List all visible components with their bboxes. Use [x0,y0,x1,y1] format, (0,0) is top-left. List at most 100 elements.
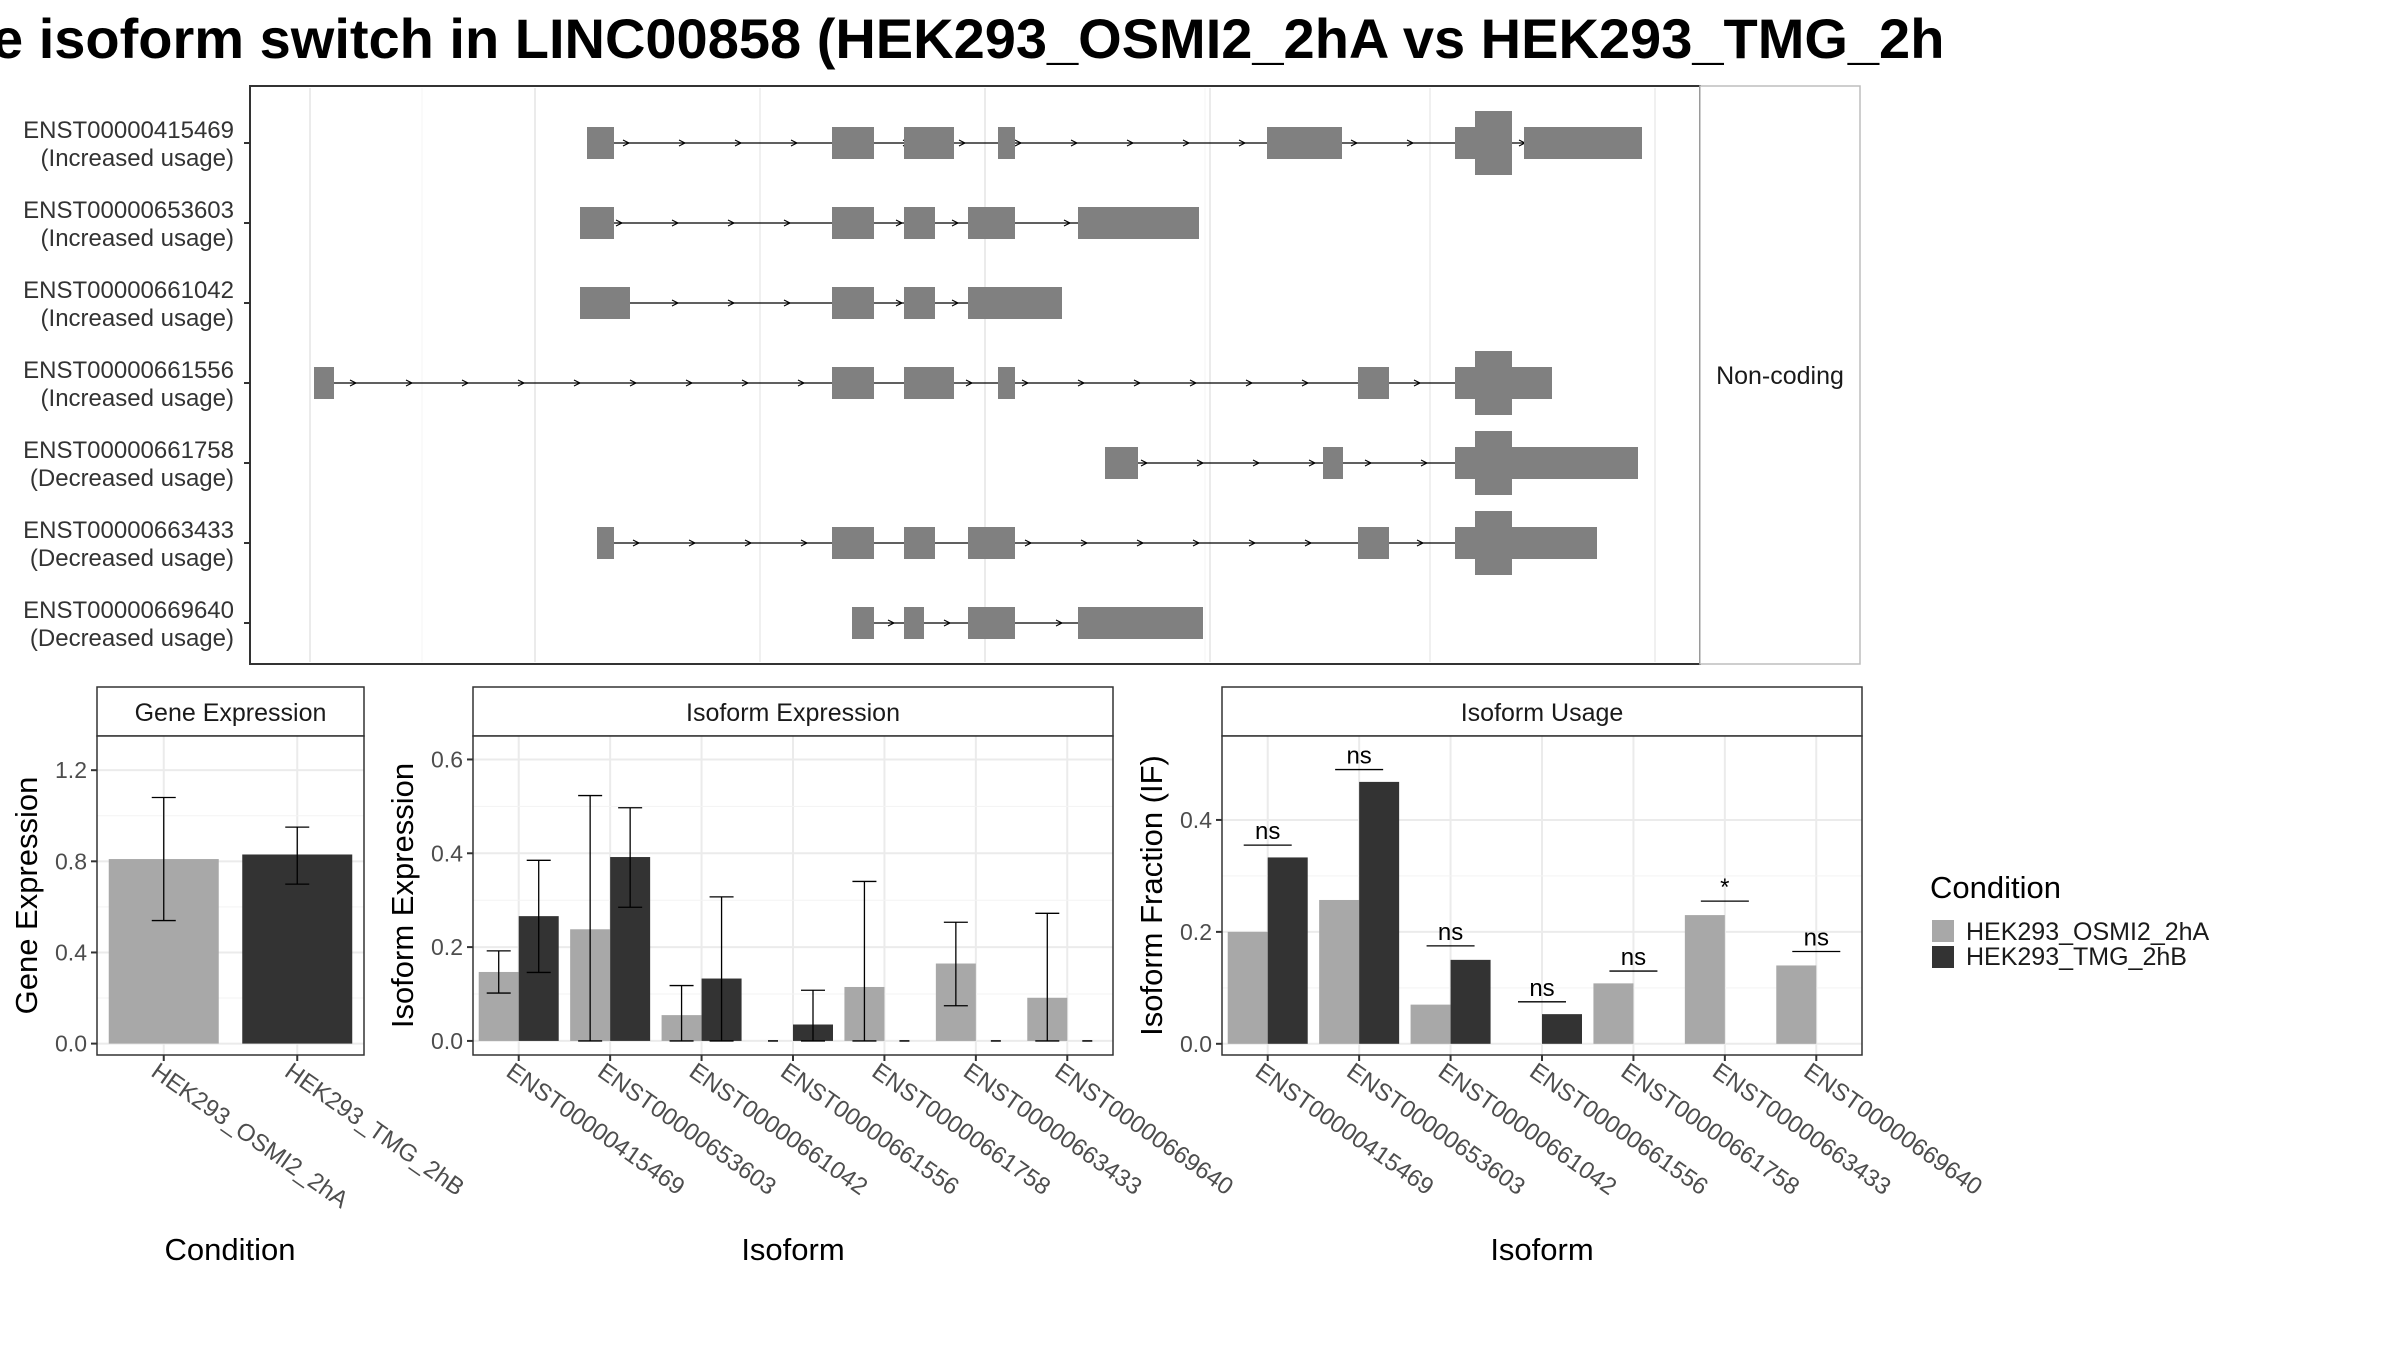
y-tick-label: 1.2 [55,757,87,783]
direction-chevron [727,219,736,227]
bar-cond1 [1776,965,1817,1044]
direction-chevron [895,299,904,307]
direction-chevron [1308,459,1317,467]
bar-cond1 [1227,931,1268,1044]
exon-block [587,127,614,159]
exon-block [1524,127,1642,159]
exon-block [580,287,630,319]
exon-block [904,127,954,159]
significance-label: ns [1438,919,1463,946]
exon-block [1267,127,1342,159]
y-axis-title: Isoform Fraction (IF) [1134,755,1169,1036]
legend-title: Condition [1930,870,2061,905]
exon-block [852,607,874,639]
direction-chevron [951,299,960,307]
exon-block [1455,367,1475,399]
direction-chevron [1238,139,1247,147]
direction-chevron [741,379,750,387]
significance-label: ns [1346,743,1371,770]
coding-strip [1699,85,1861,665]
direction-chevron [1126,139,1135,147]
y-tick-label: 0.2 [431,934,463,960]
panel-border [96,735,365,1056]
direction-chevron [461,379,470,387]
legend-label-cond2: HEK293_TMG_2hB [1966,943,2187,971]
exon-block [580,207,614,239]
direction-chevron [965,379,974,387]
bar-cond1 [1319,899,1360,1044]
direction-chevron [800,539,809,547]
direction-chevron [615,219,624,227]
direction-chevron [1080,539,1089,547]
direction-chevron [671,219,680,227]
exon-block [832,367,874,399]
panel-strip [1221,686,1863,737]
direction-chevron [517,379,526,387]
direction-chevron [1192,539,1201,547]
structure-label-usage: (Increased usage) [41,145,234,172]
x-axis-title: Condition [165,1232,296,1267]
exon-block [597,527,614,559]
direction-chevron [405,379,414,387]
direction-chevron [632,539,641,547]
panel-strip [472,686,1114,737]
exon-block [1358,367,1389,399]
direction-chevron [349,379,358,387]
bar-cond1 [1684,915,1725,1044]
exon-block [998,127,1015,159]
direction-chevron [1350,139,1359,147]
structure-label-id: ENST00000661758 [23,437,234,464]
significance-label: ns [1804,924,1829,951]
exon-block [314,367,334,399]
direction-chevron [685,379,694,387]
direction-chevron [1406,139,1415,147]
exon-block [904,287,935,319]
direction-chevron [1021,379,1030,387]
bar-cond2 [242,854,353,1044]
exon-block [1455,127,1475,159]
coding-strip-label: Non-coding [1716,362,1844,390]
exon-block [904,527,935,559]
significance-label: ns [1255,818,1280,845]
direction-chevron [744,539,753,547]
direction-chevron [1189,379,1198,387]
exon-block [1323,447,1343,479]
y-axis-title: Isoform Expression [385,763,420,1028]
direction-chevron [734,139,743,147]
direction-chevron [671,299,680,307]
direction-chevron [1024,539,1033,547]
direction-chevron [1182,139,1191,147]
direction-chevron [1014,139,1023,147]
exon-block [904,367,954,399]
exon-block [1512,527,1597,559]
figure-title: e isoform switch in LINC00858 (HEK293_OS… [0,7,1944,70]
bar-cond2 [1267,857,1308,1044]
direction-chevron [951,219,960,227]
direction-chevron [622,139,631,147]
direction-chevron [1077,379,1086,387]
exon-block [968,287,1062,319]
direction-chevron [727,299,736,307]
bar-cond1 [1593,983,1634,1044]
legend-swatch-cond2 [1932,946,1954,968]
direction-chevron [1301,379,1310,387]
legend: Condition HEK293_OSMI2_2hA HEK293_TMG_2h… [1930,870,2210,971]
y-tick-label: 0.2 [1180,919,1212,945]
direction-chevron [1140,459,1149,467]
direction-chevron [1055,619,1064,627]
exon-block [1078,607,1203,639]
direction-chevron [678,139,687,147]
direction-chevron [1063,219,1072,227]
exon-block-large [1475,511,1512,575]
direction-chevron [783,219,792,227]
direction-chevron [895,219,904,227]
direction-chevron [1136,539,1145,547]
legend-swatch-cond1 [1932,920,1954,942]
exon-block [904,207,935,239]
structure-tracks [314,111,1642,639]
y-tick-label: 0.0 [1180,1031,1212,1057]
significance-label: ns [1529,975,1554,1002]
exon-block [832,287,874,319]
